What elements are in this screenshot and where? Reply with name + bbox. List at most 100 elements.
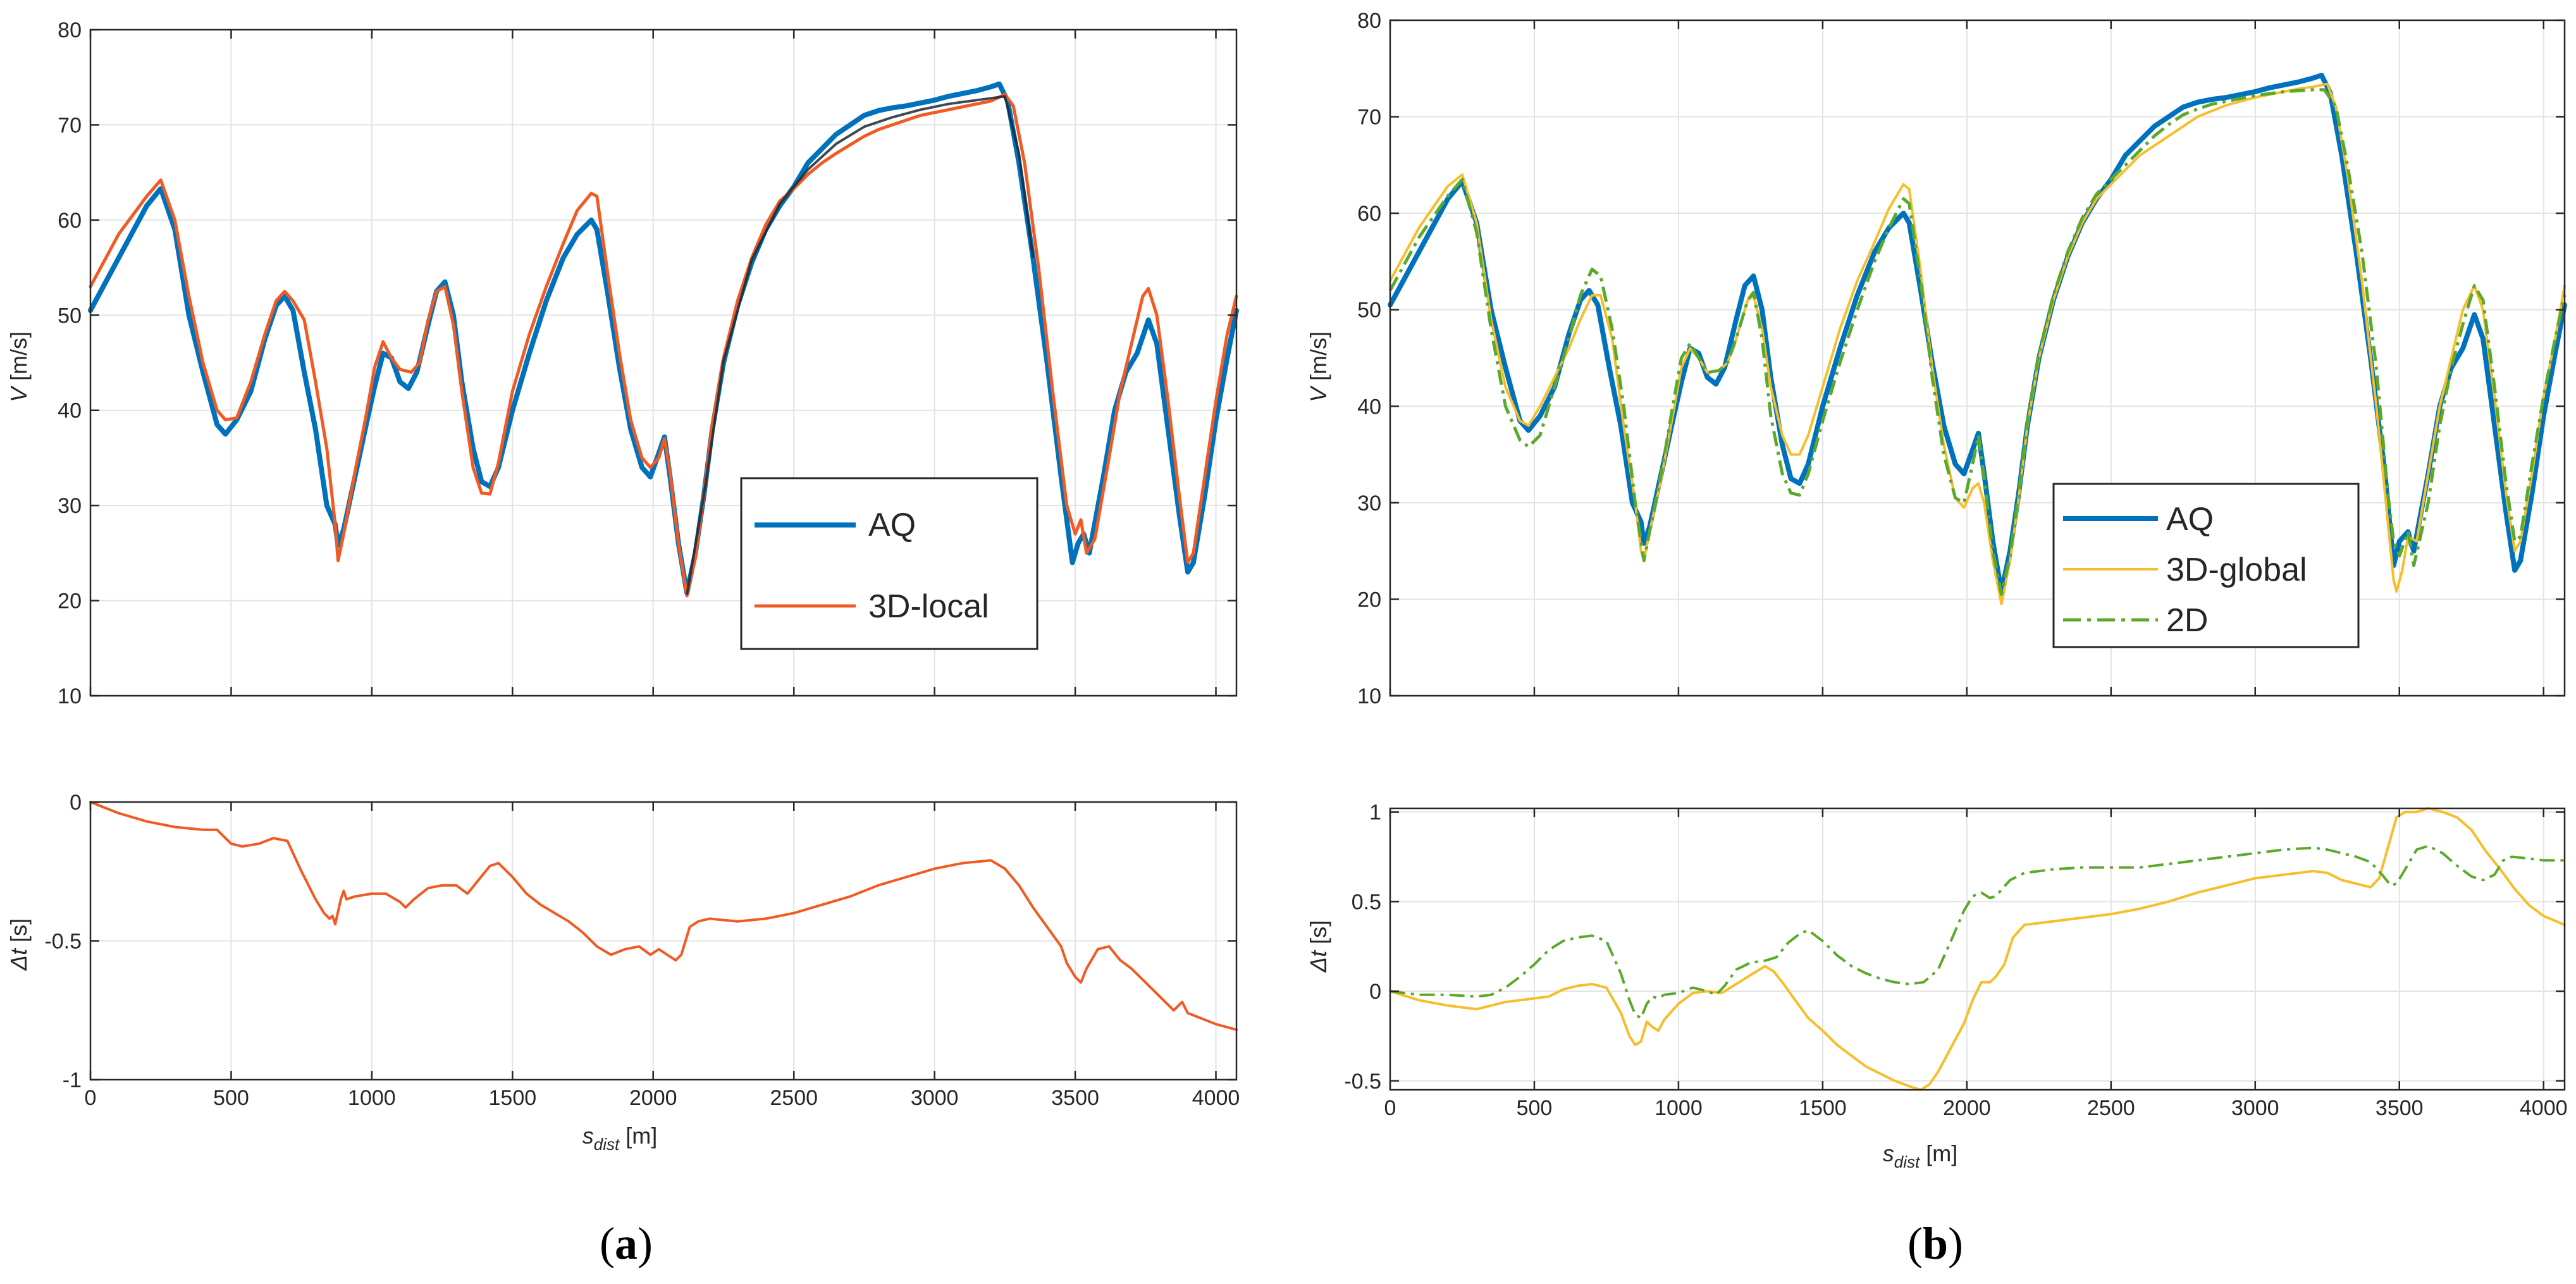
y-tick-label: 80: [58, 18, 82, 42]
y-tick-label: 20: [1357, 588, 1381, 612]
panel-label-open: (: [1907, 1218, 1923, 1269]
y-tick-label: 0: [70, 791, 82, 815]
panel-a-label: (a): [600, 1218, 653, 1269]
panel-b-velocity-legend: AQ 3D-global 2D: [2052, 483, 2360, 648]
x-tick-label: 500: [1517, 1096, 1553, 1120]
panel-a-velocity-legend: AQ 3D-local: [740, 477, 1038, 650]
ylabel-variable: V: [1305, 385, 1331, 402]
panel-b-time-delta-tick-labels: 0 500 1000 1500 2000 2500 3000 3500 4000-0.500.5…: [1344, 801, 2567, 1120]
y-tick-label: 60: [58, 209, 82, 233]
legend-label-3d-local: 3D-local: [868, 588, 989, 625]
y-tick-label: 30: [1357, 491, 1381, 515]
panel-a-time-delta-plot: 0 500 1000 1500 2000 2500 3000 3500 4000 -1 -0.50 …: [6, 791, 1240, 1154]
y-tick-label: 0: [1369, 980, 1381, 1004]
x-tick-label: 3000: [2231, 1096, 2279, 1120]
panel-a-velocity-frame: [89, 28, 1238, 697]
panel-b-velocity-plot: 10 20 30 40 50 60 70 80 V [m/s] AQ 3D-global 2D: [1305, 9, 2567, 708]
axes-frame: [1389, 807, 2566, 1091]
y-tick-label: 0.5: [1352, 890, 1381, 914]
x-tick-label: 1500: [1799, 1096, 1847, 1120]
panel-a-time-delta-frame: [89, 801, 1238, 1081]
x-tick-label: 1000: [1655, 1096, 1703, 1120]
x-tick-label: 2500: [2087, 1096, 2135, 1120]
series-line-2d: [1388, 88, 2567, 596]
legend-label-2d: 2D: [2166, 602, 2208, 639]
series-line-3d-local: [89, 801, 1238, 1031]
legend-label-aq: AQ: [868, 507, 916, 543]
y-tick-label: 70: [1357, 106, 1381, 130]
ylabel-unit: [m/s]: [6, 331, 32, 387]
x-tick-label: 2500: [770, 1086, 818, 1110]
panel-a-time-delta-ylabel: Δt [s]: [6, 918, 32, 971]
ylabel-unit: [m/s]: [1305, 331, 1331, 387]
xlabel-unit: [m]: [619, 1123, 657, 1149]
plot-area: [1390, 20, 2565, 696]
y-tick-label: 20: [58, 590, 82, 614]
panel-b-velocity-frame: [1389, 19, 2566, 697]
axes-frame: [1389, 19, 2566, 697]
series-line-3d-global: [1389, 807, 2566, 1091]
panel-b-time-delta-grid: [1390, 808, 2565, 1090]
panel-a-time-delta-tick-labels: 0 500 1000 1500 2000 2500 3000 3500 4000 -1 -0.5 0: [44, 791, 1240, 1110]
y-tick-label: 10: [58, 684, 82, 708]
panel-b-xlabel: sdist [m]: [1883, 1140, 1957, 1171]
plot-area: [1390, 808, 2565, 1090]
ylabel-unit: [s]: [6, 918, 32, 949]
y-tick-label: 40: [58, 399, 82, 423]
y-tick-label: 40: [1357, 395, 1381, 419]
series-overlap-line: [686, 95, 1035, 595]
x-tick-label: 1000: [348, 1086, 396, 1110]
y-tick-label: 30: [58, 494, 82, 518]
legend-label-3d-global: 3D-global: [2166, 552, 2307, 588]
xlabel-subscript: dist: [594, 1135, 620, 1154]
x-tick-label: 0: [85, 1086, 97, 1110]
series-line-2d: [1390, 844, 2565, 1020]
series-line-aq: [1388, 73, 2567, 595]
y-tick-label: -0.5: [1344, 1070, 1381, 1094]
y-tick-label: -0.5: [44, 930, 82, 954]
y-tick-label: 50: [58, 304, 82, 328]
ylabel-variable: Δt: [6, 948, 32, 971]
x-tick-label: 4000: [2520, 1096, 2568, 1120]
y-tick-label: 10: [1357, 684, 1381, 708]
x-tick-label: 3500: [1051, 1086, 1099, 1110]
y-tick-label: -1: [63, 1068, 82, 1092]
y-tick-label: 50: [1357, 299, 1381, 323]
x-tick-label: 3500: [2376, 1096, 2424, 1120]
xlabel-unit: [m]: [1920, 1140, 1957, 1166]
y-tick-label: 70: [58, 113, 82, 137]
xlabel-subscript: dist: [1894, 1152, 1921, 1171]
panel-a-velocity-series: [88, 81, 1239, 598]
panel-b-time-delta-series: [1389, 807, 2566, 1091]
panel-b-time-delta-frame: [1389, 807, 2566, 1091]
legend-label-aq: AQ: [2166, 501, 2214, 538]
y-tick-label: 1: [1369, 801, 1381, 825]
panel-b-time-delta-ylabel: Δt [s]: [1305, 920, 1331, 973]
x-tick-label: 4000: [1192, 1086, 1240, 1110]
panel-b-velocity-grid: [1390, 20, 2565, 696]
x-tick-label: 2000: [629, 1086, 677, 1110]
panel-a-xlabel: sdist [m]: [582, 1123, 657, 1154]
panel-b-velocity-tick-labels: 10 20 30 40 50 60 70 80: [1357, 9, 1381, 708]
panel-label-open: (: [600, 1218, 615, 1269]
panel-label-letter: a: [615, 1218, 638, 1269]
plot-area: [90, 30, 1236, 696]
panel-b-label: (b): [1907, 1218, 1963, 1269]
panel-b-velocity-ylabel: V [m/s]: [1305, 331, 1331, 402]
legend-box: [740, 477, 1038, 650]
y-tick-label: 80: [1357, 9, 1381, 33]
series-line-3d-local: [89, 92, 1238, 598]
panel-b-time-delta-plot: 0 500 1000 1500 2000 2500 3000 3500 4000-0.500.5…: [1305, 801, 2568, 1171]
panel-label-close: ): [638, 1218, 653, 1269]
x-tick-label: 500: [213, 1086, 249, 1110]
xlabel-variable: s: [582, 1123, 594, 1149]
panel-b-velocity-series: [1388, 73, 2567, 606]
ylabel-variable: V: [6, 385, 32, 402]
x-tick-label: 2000: [1943, 1096, 1991, 1120]
panel-a-velocity-grid: [90, 29, 1236, 696]
xlabel-variable: s: [1883, 1140, 1894, 1166]
panel-a-velocity-plot: 10 20 30 40 50 60 70 80 V [m/s] AQ 3D-local: [6, 18, 1239, 708]
ylabel-unit: [s]: [1305, 920, 1331, 951]
panel-label-letter: b: [1923, 1218, 1948, 1269]
